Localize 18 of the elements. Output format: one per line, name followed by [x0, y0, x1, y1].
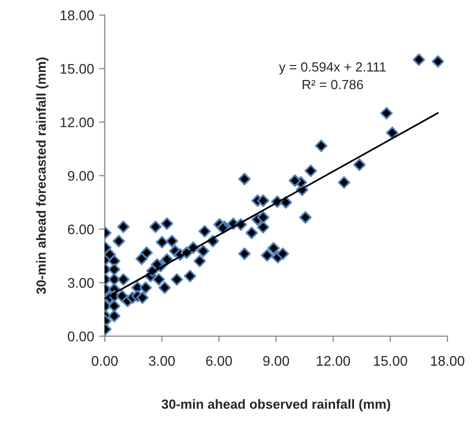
x-tick-label: 18.00 [431, 356, 464, 366]
x-tick-label: 3.00 [148, 356, 175, 366]
y-tick-label: 12.00 [60, 117, 94, 128]
y-tick-label: 15.00 [60, 64, 94, 74]
y-tick-label: 0.00 [68, 332, 94, 342]
y-tick-label: 3.00 [68, 278, 94, 288]
x-tick-label: 15.00 [374, 356, 408, 366]
y-axis-title: 30-min ahead forecasted rainfall (mm) [36, 57, 48, 294]
y-tick-label: 6.00 [68, 224, 94, 234]
y-tick-label: 18.00 [60, 10, 94, 20]
x-tick-label: 9.00 [263, 356, 290, 366]
x-tick-label: 12.00 [316, 356, 350, 366]
x-tick-label: 6.00 [206, 356, 232, 366]
y-tick-label: 9.00 [68, 170, 94, 181]
annotation: R² = 0.786 [302, 80, 364, 90]
annotation: y = 0.594x + 2.111 [278, 62, 386, 74]
x-axis-title: 30-min ahead observed rainfall (mm) [162, 399, 390, 412]
x-tick-label: 0.00 [92, 356, 118, 366]
